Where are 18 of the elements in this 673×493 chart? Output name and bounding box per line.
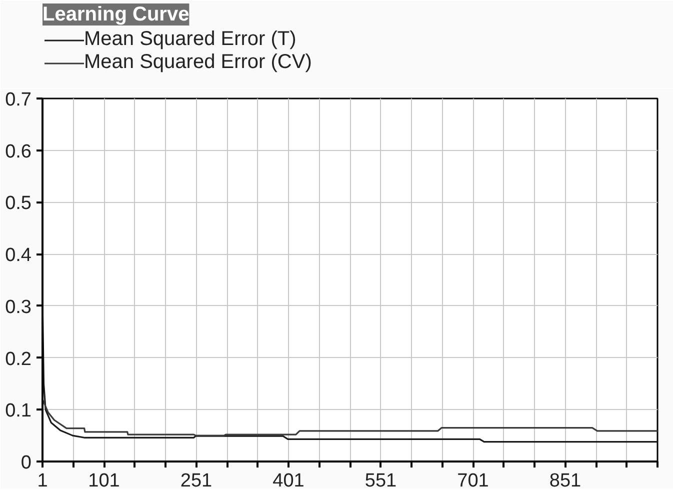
- x-tick-label: 1: [37, 470, 48, 492]
- x-tick-label: 551: [364, 470, 397, 492]
- y-tick-label: 0.2: [5, 348, 32, 370]
- y-tick-label: 0.5: [5, 193, 32, 214]
- y-tick-label: 0: [20, 452, 32, 474]
- legend-label: Mean Squared Error (CV): [84, 51, 312, 74]
- y-tick-label: 0.3: [5, 296, 32, 318]
- x-tick-label: 701: [457, 470, 489, 492]
- y-tick-label: 0.4: [5, 245, 32, 266]
- y-tick-label: 0.6: [5, 141, 32, 162]
- x-tick-label: 851: [549, 470, 582, 492]
- y-tick-label: 0.7: [5, 90, 32, 110]
- y-tick-label: 0.1: [5, 400, 32, 422]
- chart-title: Learning Curve: [42, 4, 190, 26]
- legend-label: Mean Squared Error (T): [84, 28, 296, 51]
- x-tick-label: 401: [272, 470, 304, 492]
- x-tick-label: 251: [180, 470, 212, 492]
- x-tick-label: 101: [88, 470, 120, 492]
